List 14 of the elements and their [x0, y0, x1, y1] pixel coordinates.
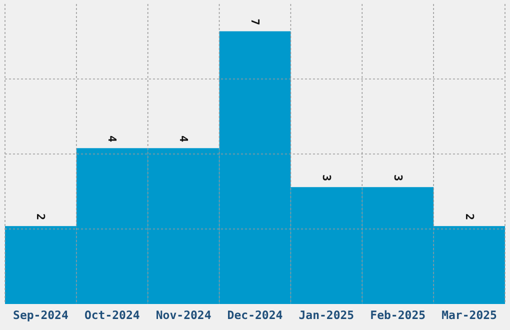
- x-tick-label: Nov-2024: [156, 308, 212, 322]
- x-tick-label: Feb-2025: [370, 308, 426, 322]
- x-tick-label: Mar-2025: [442, 308, 498, 322]
- data-label: 2: [462, 213, 476, 220]
- x-tick-label: Jan-2025: [298, 308, 354, 322]
- x-tick-label: Oct-2024: [84, 308, 140, 322]
- data-label: 4: [177, 136, 190, 143]
- data-label: 3: [391, 174, 404, 182]
- data-label: 7: [248, 18, 262, 26]
- x-tick-label: Sep-2024: [13, 308, 68, 322]
- data-label: 4: [106, 136, 119, 143]
- data-label: 3: [320, 174, 333, 182]
- x-tick-label: Dec-2024: [227, 308, 283, 322]
- data-label: 2: [34, 213, 48, 220]
